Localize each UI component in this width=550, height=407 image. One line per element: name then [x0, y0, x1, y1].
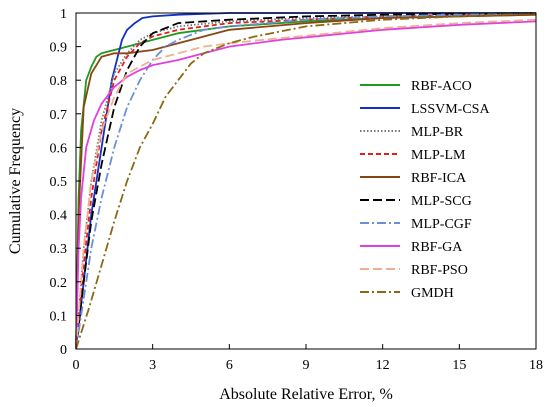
x-tick-label: 12 — [376, 358, 390, 373]
legend-label-mlp-cgf: MLP-CGF — [411, 217, 472, 232]
series-line-mlp-scg — [75, 12, 537, 350]
y-tick-label: 0.1 — [50, 309, 68, 324]
legend-label-mlp-lm: MLP-LM — [411, 148, 466, 163]
series-layer — [75, 12, 537, 350]
legend-label-rbf-ga: RBF-GA — [411, 240, 463, 255]
legend-label-rbf-pso: RBF-PSO — [411, 263, 468, 278]
series-line-mlp-br — [75, 12, 537, 350]
legend-label-gmdh: GMDH — [411, 286, 454, 301]
series-line-mlp-cgf — [75, 12, 537, 350]
x-tick-label: 6 — [226, 358, 233, 373]
y-tick-label: 1 — [60, 7, 67, 22]
legend-label-rbf-aco: RBF-ACO — [411, 79, 472, 94]
series-line-rbf-pso — [75, 18, 537, 350]
y-tick-label: 0 — [60, 343, 67, 358]
x-tick-label: 15 — [452, 358, 466, 373]
legend-label-lssvm-csa: LSSVM-CSA — [411, 102, 490, 117]
series-line-rbf-ica — [75, 13, 537, 350]
y-tick-label: 0.6 — [50, 141, 68, 156]
legend: RBF-ACO LSSVM-CSA MLP-BR MLP-LM RBF-ICA MLP-S… — [360, 79, 490, 301]
y-tick-label: 0.5 — [50, 175, 68, 190]
y-tick-label: 0.8 — [50, 74, 68, 89]
ticks-layer: 0 3 6 9 12 15 18 0 0.1 0.2 0.3 0.4 0.5 0.6 0.7 0.8 0.9 1 — [50, 7, 544, 373]
series-line-rbf-ga — [75, 20, 537, 350]
x-tick-label: 3 — [149, 358, 156, 373]
x-tick-label: 9 — [303, 358, 310, 373]
x-tick-label: 18 — [529, 358, 543, 373]
y-tick-label: 0.4 — [50, 209, 68, 224]
legend-label-rbf-ica: RBF-ICA — [411, 171, 467, 186]
y-tick-label: 0.9 — [50, 41, 68, 56]
x-axis-title: Absolute Relative Error, % — [219, 386, 393, 403]
y-tick-label: 0.7 — [50, 108, 68, 123]
y-axis-title: Cumulative Frequency — [7, 108, 24, 254]
legend-label-mlp-br: MLP-BR — [411, 125, 464, 140]
y-tick-label: 0.3 — [50, 242, 68, 257]
series-line-gmdh — [75, 12, 537, 350]
y-tick-label: 0.2 — [50, 276, 68, 291]
x-tick-label: 0 — [73, 358, 80, 373]
legend-label-mlp-scg: MLP-SCG — [411, 194, 472, 209]
